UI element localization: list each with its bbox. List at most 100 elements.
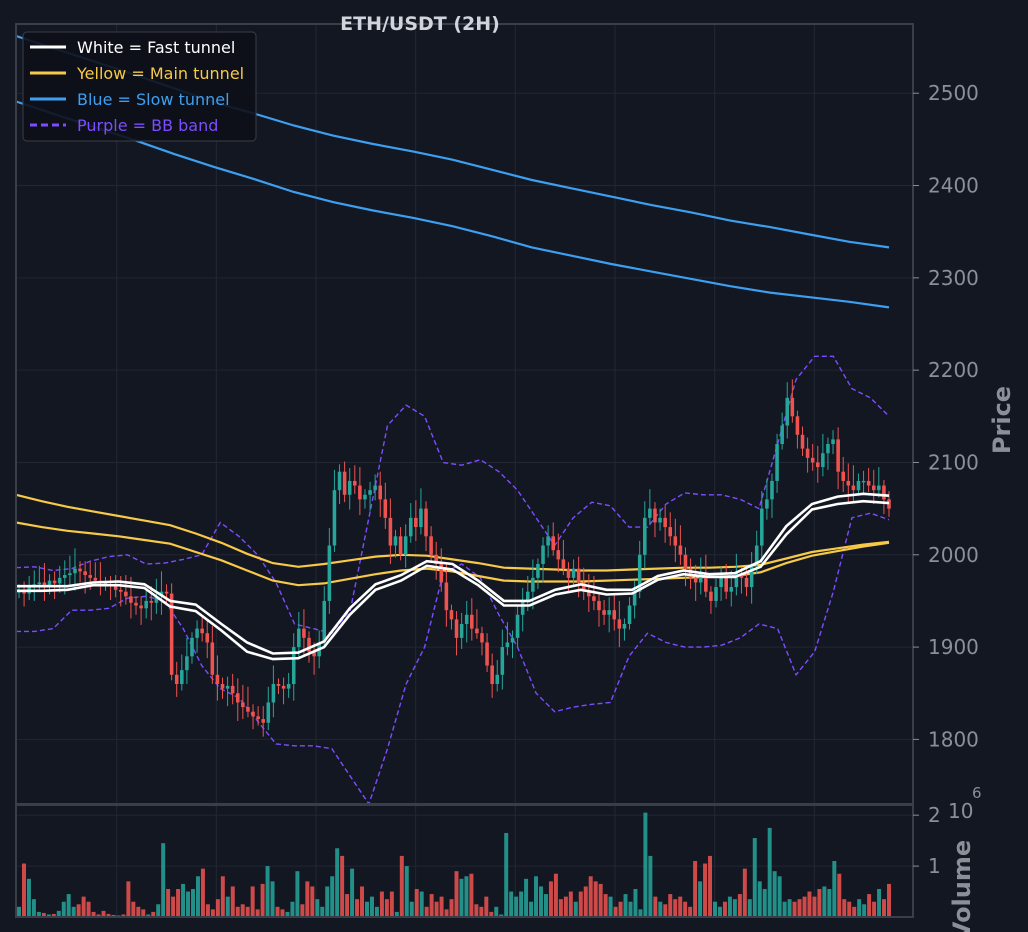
volume-bar bbox=[171, 896, 176, 917]
volume-bar bbox=[369, 896, 374, 917]
candle-body bbox=[291, 647, 296, 684]
candle-body bbox=[749, 564, 754, 588]
candle-body bbox=[88, 575, 93, 578]
candle-body bbox=[83, 571, 87, 576]
volume-bar bbox=[867, 894, 872, 917]
volume-bar bbox=[434, 901, 439, 917]
volume-bar bbox=[708, 855, 713, 917]
candle-body bbox=[729, 587, 734, 592]
volume-bar bbox=[46, 914, 51, 917]
volume-bar bbox=[887, 883, 891, 917]
candle-body bbox=[403, 536, 408, 555]
volume-bar bbox=[519, 891, 524, 917]
volume-bar bbox=[265, 866, 270, 917]
volume-bar bbox=[230, 886, 235, 917]
price-tick-label: 2000 bbox=[928, 543, 979, 567]
candle-body bbox=[648, 508, 652, 518]
chart-title: ETH/USDT (2H) bbox=[340, 13, 500, 35]
candle-body bbox=[622, 624, 627, 629]
candle-body bbox=[205, 633, 210, 643]
candle-body bbox=[744, 577, 749, 588]
candle-body bbox=[52, 580, 57, 584]
candle-body bbox=[510, 637, 515, 643]
legend-entry: Yellow = Main tunnel bbox=[76, 64, 244, 83]
candle-body bbox=[765, 499, 769, 509]
volume-bar bbox=[633, 889, 638, 917]
candle-body bbox=[378, 485, 383, 500]
price-tick-label: 2400 bbox=[928, 174, 979, 198]
candle-body bbox=[42, 582, 47, 587]
volume-axis-label: Volume bbox=[948, 840, 976, 932]
candle-body bbox=[475, 628, 479, 634]
volume-bar bbox=[215, 899, 220, 917]
candle-body bbox=[210, 642, 215, 675]
volume-bar bbox=[360, 886, 365, 917]
candle-body bbox=[129, 596, 133, 603]
candle-body bbox=[525, 591, 530, 601]
volume-bar bbox=[623, 894, 628, 917]
candle-body bbox=[515, 614, 520, 638]
candle-body bbox=[775, 444, 779, 481]
volume-bar bbox=[290, 901, 295, 917]
volume-bar bbox=[146, 914, 151, 917]
volume-bar bbox=[588, 876, 593, 917]
candle-body bbox=[241, 702, 245, 708]
volume-bar bbox=[260, 883, 265, 917]
volume-bar bbox=[36, 911, 41, 917]
candle-body bbox=[815, 462, 820, 468]
candle-body bbox=[225, 685, 230, 689]
candle-body bbox=[734, 573, 739, 588]
price-tick-label: 2100 bbox=[928, 450, 979, 474]
candle-body bbox=[246, 707, 250, 712]
candle-body bbox=[704, 573, 708, 592]
volume-exponent-base: 10 bbox=[948, 799, 973, 823]
volume-bar bbox=[563, 896, 568, 917]
candle-body bbox=[169, 593, 174, 675]
volume-bar bbox=[176, 889, 181, 917]
volume-bar bbox=[613, 906, 618, 917]
volume-bar bbox=[61, 901, 66, 917]
volume-exponent-power: 6 bbox=[972, 784, 982, 802]
candle-body bbox=[312, 651, 316, 657]
volume-bar bbox=[250, 886, 255, 917]
volume-bar bbox=[812, 896, 817, 917]
candle-body bbox=[780, 425, 784, 444]
price-tick-label: 2500 bbox=[928, 81, 979, 105]
candle-body bbox=[754, 545, 759, 564]
volume-bar bbox=[389, 891, 394, 917]
volume-bar bbox=[643, 812, 648, 917]
volume-bar bbox=[658, 901, 663, 917]
volume-bar bbox=[464, 876, 469, 917]
volume-bar bbox=[166, 889, 171, 917]
volume-bar bbox=[66, 894, 71, 917]
candle-body bbox=[139, 605, 143, 609]
volume-bar bbox=[747, 899, 752, 917]
candle-body bbox=[459, 624, 464, 638]
volume-bar bbox=[653, 896, 658, 917]
candle-body bbox=[480, 633, 484, 643]
candle-body bbox=[327, 545, 332, 601]
volume-bar bbox=[186, 891, 191, 917]
candle-body bbox=[770, 480, 774, 500]
candle-body bbox=[464, 614, 469, 624]
volume-bar bbox=[762, 889, 767, 917]
volume-bar bbox=[727, 896, 732, 917]
volume-bar bbox=[598, 883, 603, 917]
candle-body bbox=[383, 499, 388, 518]
volume-bar bbox=[86, 901, 91, 917]
candle-body bbox=[113, 586, 118, 590]
candle-body bbox=[607, 610, 611, 615]
volume-panel-frame bbox=[15, 804, 914, 918]
candle-body bbox=[592, 596, 596, 601]
candle-body bbox=[470, 614, 474, 629]
candle-body bbox=[673, 536, 678, 546]
candle-body bbox=[398, 536, 403, 555]
volume-bar bbox=[772, 871, 777, 917]
candle-body bbox=[612, 610, 617, 620]
volume-bar bbox=[56, 910, 61, 917]
candle-body bbox=[581, 582, 586, 592]
volume-bar bbox=[404, 866, 409, 917]
candle-body bbox=[256, 716, 260, 720]
candle-body bbox=[597, 600, 601, 611]
volume-bar bbox=[648, 855, 653, 917]
